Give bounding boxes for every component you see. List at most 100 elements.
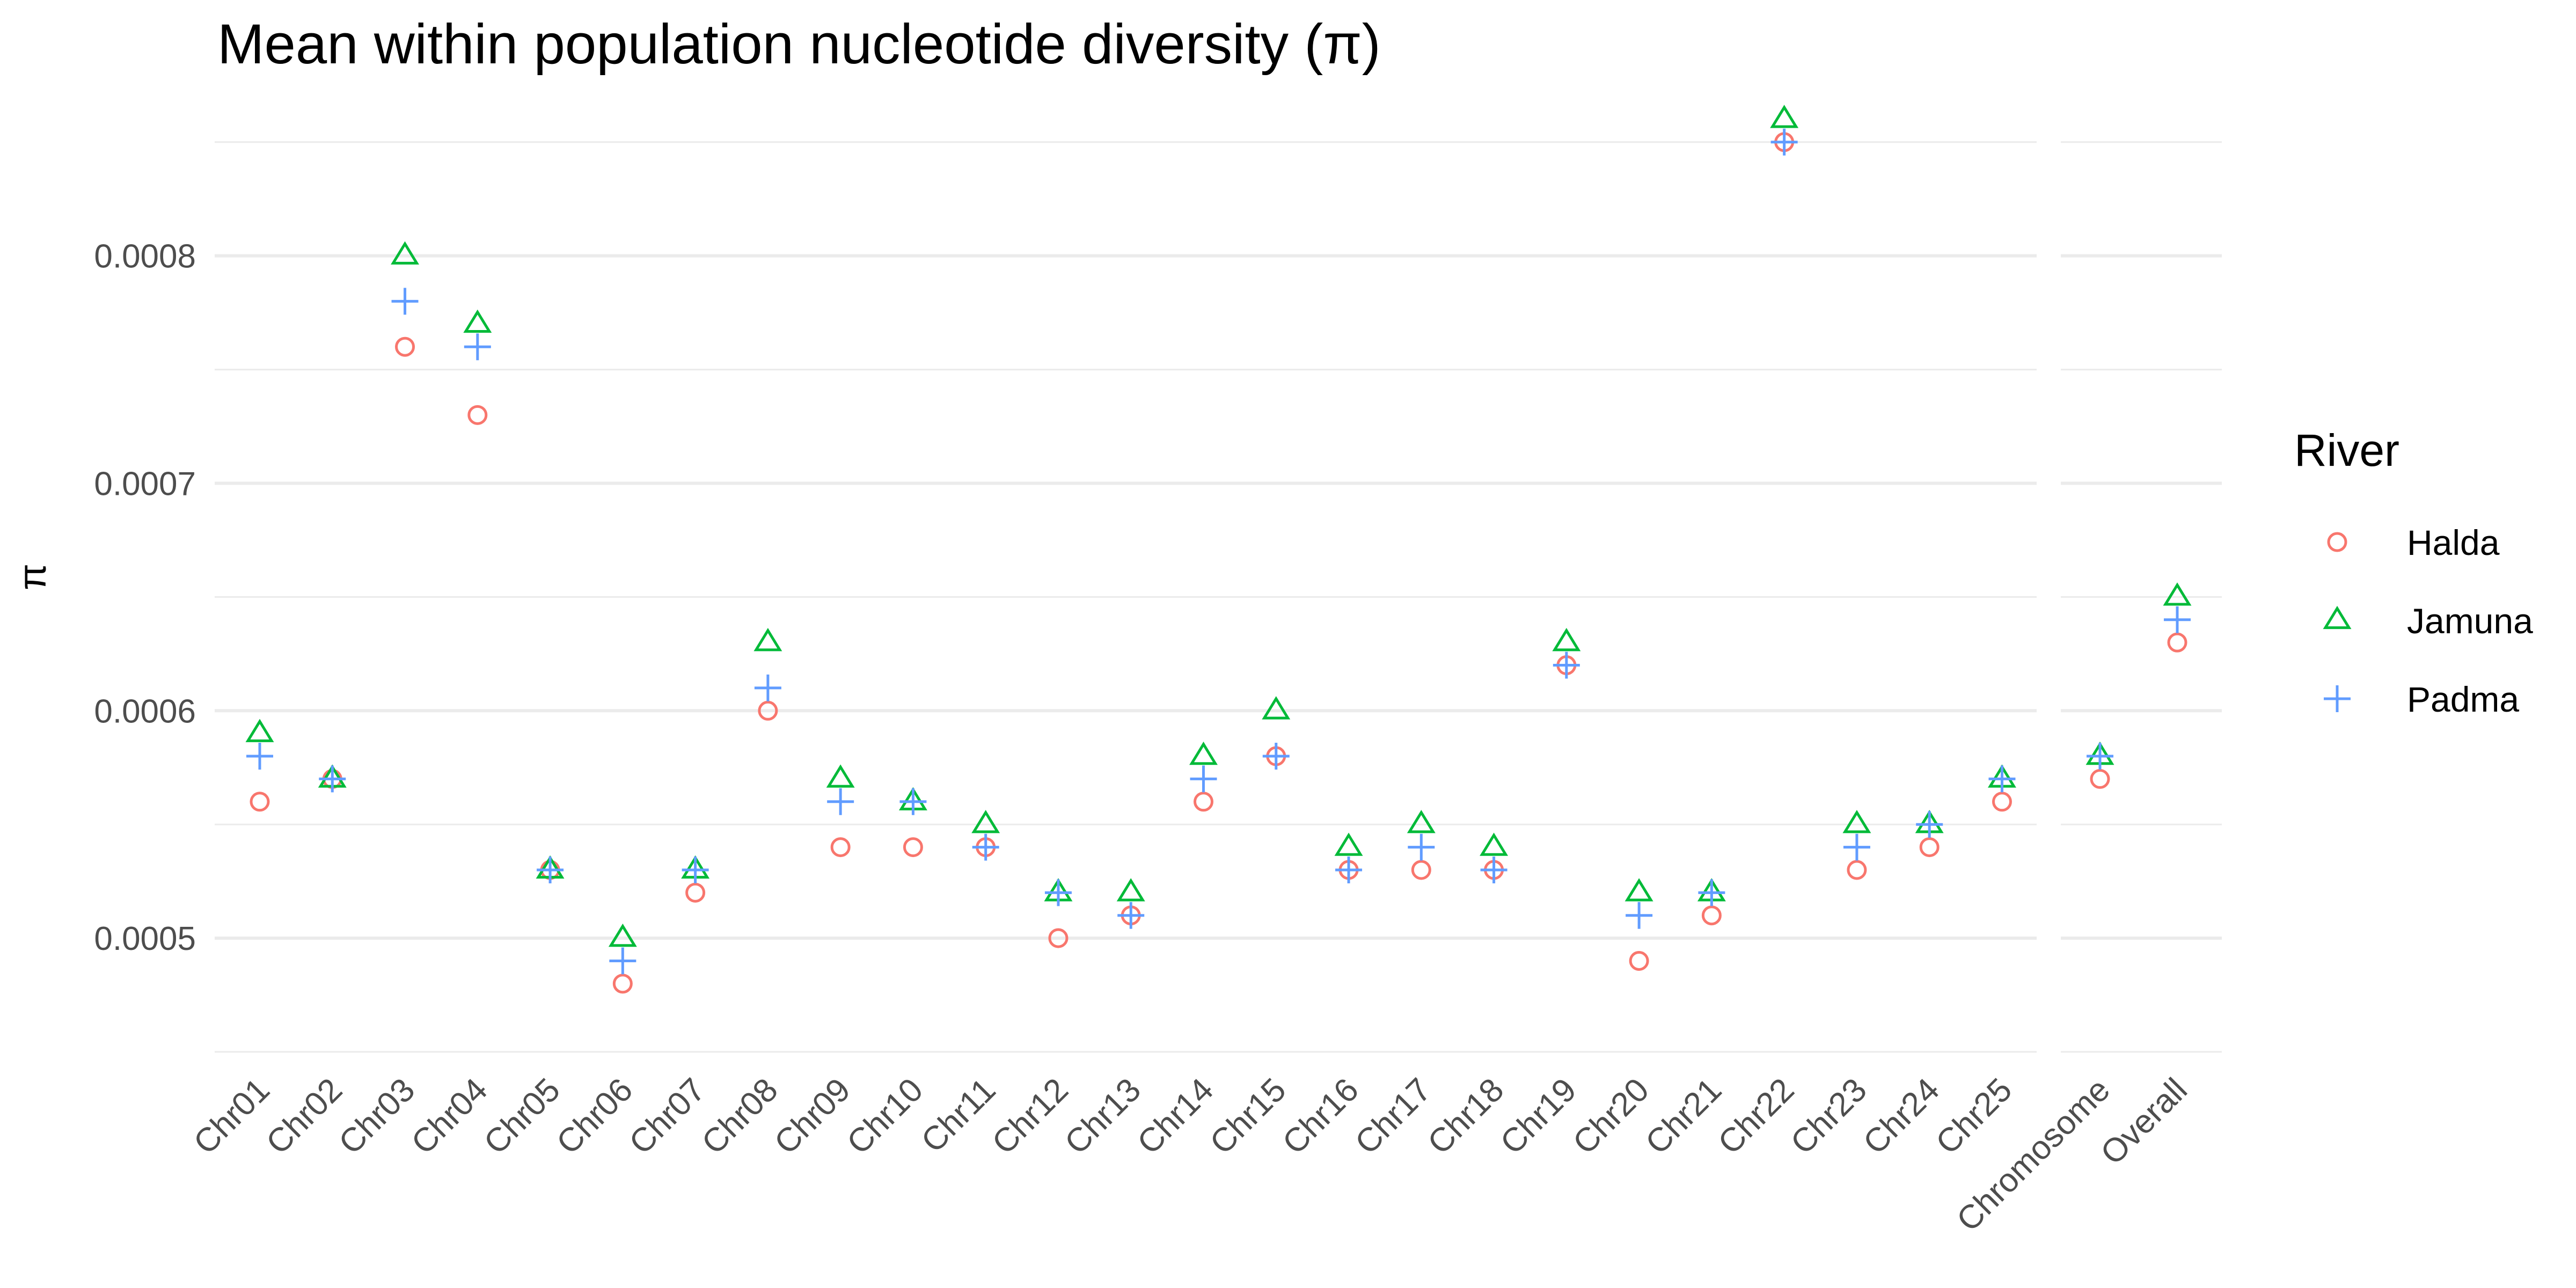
x-tick-label: Chr23 (1784, 1071, 1874, 1161)
point-halda (1701, 905, 1722, 926)
point-padma (1553, 652, 1580, 679)
point-padma (1044, 879, 1072, 906)
point-halda (395, 336, 415, 357)
series-jamuna (245, 105, 2192, 947)
x-tick-label: Chr21 (1638, 1071, 1729, 1161)
triangle-legend-icon (2323, 605, 2352, 630)
legend-label: Padma (2407, 679, 2519, 719)
grid (215, 141, 2222, 1053)
point-halda (2167, 632, 2187, 653)
point-padma (1408, 833, 1435, 861)
point-padma (464, 333, 491, 361)
point-jamuna (971, 810, 1000, 833)
x-tick-label: Chr08 (695, 1071, 785, 1161)
x-tick-label: Chr01 (187, 1071, 277, 1161)
point-jamuna (391, 241, 419, 265)
point-jamuna (1407, 810, 1436, 833)
point-jamuna (1770, 105, 1799, 128)
x-tick-label: Chr22 (1711, 1071, 1801, 1161)
point-padma (1335, 856, 1363, 883)
x-tick-label: Chr09 (767, 1071, 858, 1161)
x-tick-label: Chr18 (1421, 1071, 1511, 1161)
point-halda (685, 882, 706, 903)
x-tick-label: Chr11 (914, 1071, 1003, 1160)
point-padma (1190, 765, 1217, 793)
point-halda (250, 792, 270, 812)
x-tick-label: Chr25 (1929, 1071, 2019, 1161)
point-jamuna (1552, 628, 1581, 652)
point-jamuna (1262, 696, 1291, 720)
chart-title: Mean within population nucleotide divers… (217, 13, 1381, 76)
x-tick-label: Chr20 (1566, 1071, 1656, 1161)
point-padma (899, 788, 927, 815)
y-axis-tick-labels: 0.0005 0.0006 0.0007 0.0008 (94, 238, 196, 957)
series-halda (250, 132, 2187, 994)
legend-item-halda[interactable]: Halda (2327, 523, 2500, 562)
legend-label: Halda (2407, 523, 2500, 562)
point-halda (1411, 860, 1431, 880)
point-padma (537, 856, 564, 883)
point-jamuna (245, 719, 274, 742)
plus-legend-icon (2324, 685, 2351, 712)
point-jamuna (463, 309, 492, 333)
point-padma (246, 743, 273, 770)
point-halda (1919, 837, 1940, 858)
x-tick-label: Chr13 (1058, 1071, 1148, 1161)
point-halda (1629, 950, 1649, 971)
y-tick-label: 0.0006 (94, 693, 196, 730)
legend-item-jamuna[interactable]: Jamuna (2323, 601, 2533, 641)
legend-label: Jamuna (2407, 601, 2533, 641)
x-tick-label: Chr17 (1348, 1071, 1438, 1161)
x-tick-label: Chr19 (1494, 1071, 1584, 1161)
circle-legend-icon (2327, 532, 2347, 552)
point-padma (2087, 743, 2113, 770)
point-halda (467, 405, 488, 425)
x-tick-label: Chr12 (985, 1071, 1075, 1161)
point-padma (2164, 606, 2191, 633)
point-jamuna (1480, 832, 1509, 856)
data-points (245, 105, 2192, 994)
x-tick-label: Chr07 (622, 1071, 712, 1161)
point-padma (827, 788, 854, 815)
x-tick-label: Chr02 (259, 1071, 349, 1161)
point-halda (903, 837, 923, 858)
x-axis-tick-labels: Chr01Chr02Chr03Chr04Chr05Chr06Chr07Chr08… (187, 1071, 2194, 1239)
series-padma (246, 128, 2191, 975)
y-tick-label: 0.0005 (94, 920, 196, 957)
point-halda (830, 837, 851, 858)
point-padma (1626, 902, 1653, 929)
point-halda (758, 700, 778, 721)
point-padma (1770, 128, 1798, 156)
point-jamuna (1334, 832, 1363, 856)
x-tick-label: Chr14 (1130, 1071, 1220, 1161)
point-jamuna (1624, 878, 1653, 902)
point-halda (1992, 792, 2012, 812)
legend-item-padma[interactable]: Padma (2324, 679, 2519, 719)
point-padma (1262, 743, 1290, 770)
point-padma (319, 765, 346, 793)
point-jamuna (1116, 878, 1145, 902)
point-jamuna (1842, 810, 1871, 833)
x-tick-label: Chr06 (550, 1071, 640, 1161)
x-tick-label: Chr05 (477, 1071, 567, 1161)
point-jamuna (2163, 582, 2192, 606)
point-padma (1117, 902, 1145, 929)
point-padma (972, 833, 999, 861)
point-padma (1480, 856, 1507, 883)
y-tick-label: 0.0008 (94, 238, 196, 275)
point-jamuna (753, 628, 782, 652)
point-padma (609, 947, 636, 975)
legend-items: Halda Jamuna Padma (2323, 523, 2533, 719)
point-padma (1698, 879, 1725, 906)
legend[interactable]: River Halda Jamuna Padma (2294, 425, 2533, 719)
x-tick-label: Chr03 (332, 1071, 422, 1161)
x-tick-label: Chr24 (1856, 1071, 1946, 1161)
point-halda (612, 974, 633, 994)
point-padma (754, 674, 781, 701)
x-tick-label: Chr15 (1203, 1071, 1293, 1161)
y-tick-label: 0.0007 (94, 465, 196, 502)
point-halda (1048, 928, 1069, 948)
point-jamuna (608, 923, 637, 947)
point-padma (1916, 811, 1943, 838)
